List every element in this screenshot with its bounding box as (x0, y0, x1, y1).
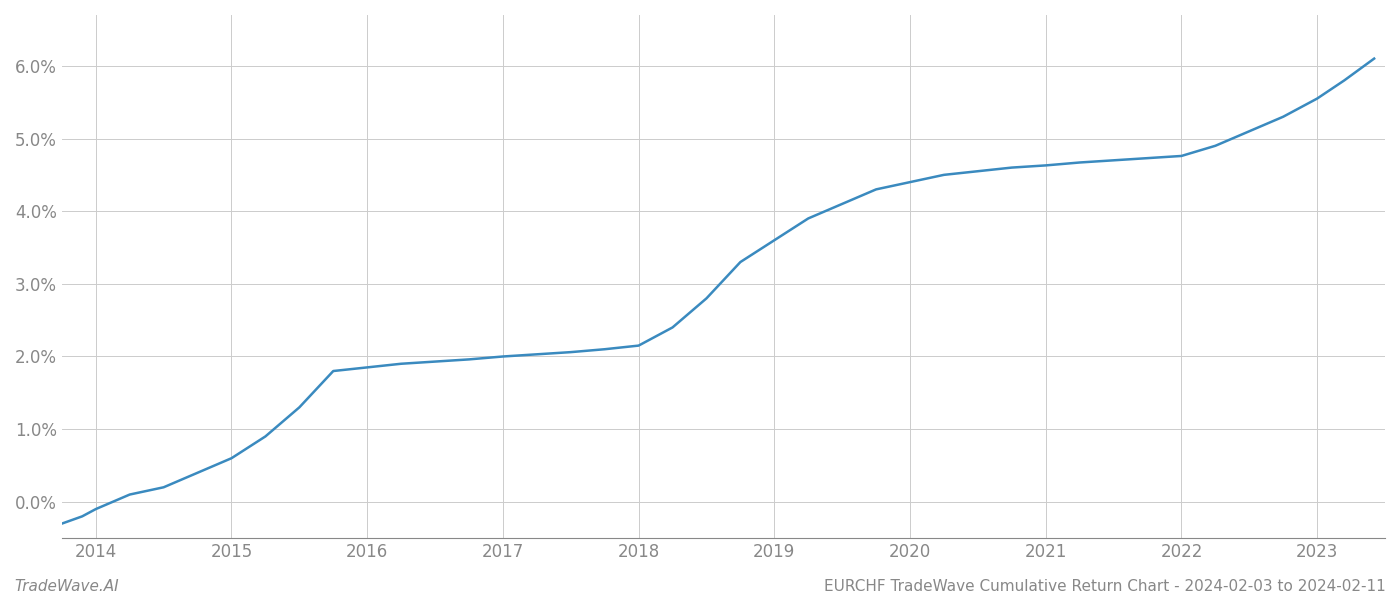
Text: TradeWave.AI: TradeWave.AI (14, 579, 119, 594)
Text: EURCHF TradeWave Cumulative Return Chart - 2024-02-03 to 2024-02-11: EURCHF TradeWave Cumulative Return Chart… (825, 579, 1386, 594)
